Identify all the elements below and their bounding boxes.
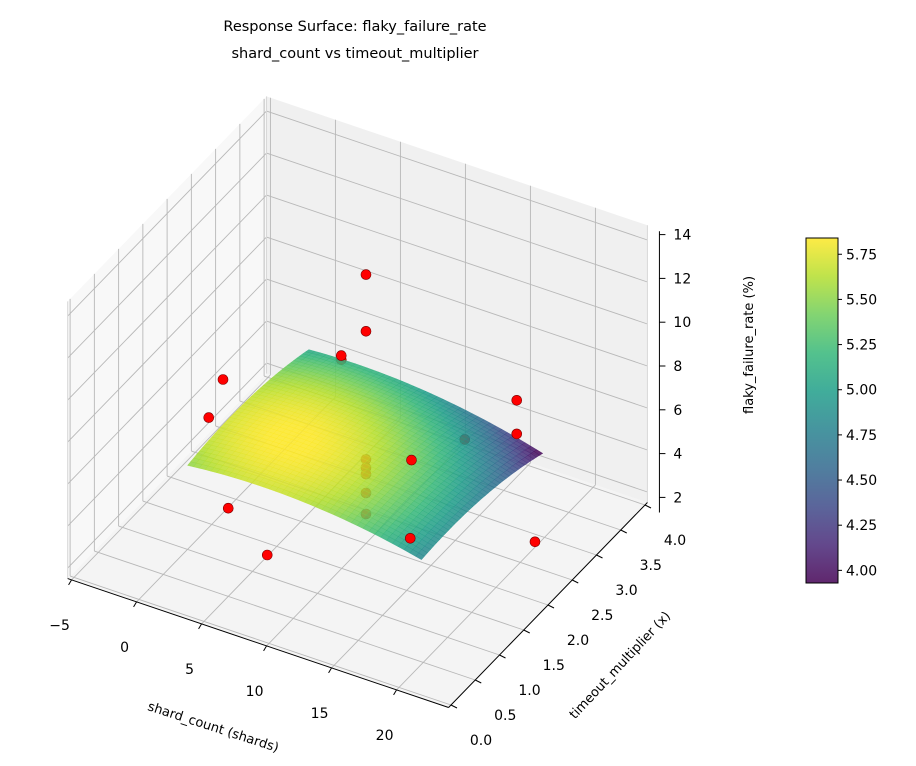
points-front — [203, 269, 541, 561]
y-tick-label: 0.5 — [494, 708, 516, 724]
y-tick — [620, 529, 627, 534]
z-tick-label: 6 — [673, 403, 682, 419]
data-point — [217, 374, 229, 385]
z-tick-label: 8 — [673, 359, 682, 375]
data-point — [529, 536, 541, 548]
y-tick-label: 1.0 — [518, 683, 540, 699]
data-point — [404, 532, 416, 544]
grid-line-z — [67, 278, 267, 485]
x-tick — [198, 623, 203, 630]
z-tick-label: 10 — [673, 315, 691, 331]
grid-line-y — [142, 500, 524, 631]
y-tick — [644, 504, 652, 509]
grid-line-z — [67, 152, 267, 359]
data-point — [222, 502, 234, 514]
grid-line-z — [266, 236, 648, 367]
z-tick-label: 4 — [673, 447, 682, 463]
data-point — [360, 325, 372, 337]
y-tick-label: 1.5 — [543, 658, 565, 674]
x-tick-label: 0 — [120, 640, 129, 656]
data-point — [261, 549, 273, 561]
grid-line-z — [67, 362, 267, 569]
colorbar-tick-label: 4.75 — [846, 428, 877, 444]
grid-line-z — [266, 194, 648, 325]
x-tick — [393, 689, 398, 696]
surface-patch — [415, 552, 425, 560]
grid-line-z — [67, 236, 267, 443]
data-point — [511, 394, 523, 406]
data-point — [360, 269, 372, 280]
z-tick-label: 2 — [673, 490, 682, 506]
grid-line-z — [266, 152, 648, 283]
colorbar-tick-label: 5.00 — [846, 383, 877, 399]
colorbar-tick-label: 5.50 — [846, 292, 877, 308]
y-tick-label: 3.5 — [640, 558, 662, 574]
y-tick-label: 4.0 — [664, 533, 686, 549]
x-tick — [328, 667, 333, 674]
x-tick — [68, 579, 73, 586]
z-tick-label: 14 — [673, 228, 691, 244]
y-tick — [572, 579, 579, 584]
y-tick — [523, 629, 530, 634]
z-axis-label: flaky_failure_rate (%) — [742, 276, 757, 414]
chart-subtitle: shard_count vs timeout_multiplier — [231, 46, 478, 62]
x-tick — [263, 645, 268, 652]
x-tick — [133, 601, 138, 608]
axes: −5 0 5 10 15 20 0.00.51.01.52.02.53.03.54.0 2 4 6… — [49, 228, 691, 749]
grid-line-z — [266, 278, 648, 409]
grid-line-z — [266, 110, 648, 241]
data-point — [511, 428, 523, 440]
data-point — [335, 350, 347, 361]
y-axis-label: timeout_multiplier (x) — [567, 609, 674, 722]
x-axis-line — [67, 578, 449, 708]
data-point — [406, 454, 417, 466]
grid-line-y — [94, 550, 476, 681]
response-surface — [187, 349, 544, 560]
colorbar-tick-label: 4.25 — [846, 518, 877, 534]
colorbar-gradient — [805, 237, 839, 584]
y-tick — [450, 704, 458, 709]
grid-line-y — [69, 575, 452, 706]
colorbar-tick-label: 4.50 — [846, 473, 877, 489]
grid-line-y — [166, 475, 549, 606]
x-tick-label: 10 — [246, 684, 264, 700]
data-point — [203, 412, 215, 423]
y-tick-label: 0.0 — [470, 733, 492, 749]
colorbar-tick-label: 5.25 — [846, 338, 877, 354]
colorbar: 4.00 4.25 4.50 4.75 5.00 5.25 5.50 5.75 — [805, 237, 877, 584]
grid-line-z — [266, 320, 648, 451]
y-tick — [475, 679, 482, 684]
y-tick — [547, 604, 555, 609]
grid-line-z — [67, 320, 267, 527]
grid-line-z — [67, 110, 267, 317]
y-tick-label: 2.5 — [591, 608, 613, 624]
z-tick-label: 12 — [673, 271, 691, 287]
colorbar-tick-label: 5.75 — [846, 247, 877, 263]
chart-title: Response Surface: flaky_failure_rate — [223, 19, 486, 35]
y-tick-label: 2.0 — [567, 633, 589, 649]
grid-line-y — [118, 525, 500, 656]
x-tick-label: 5 — [185, 662, 194, 678]
x-tick-label: −5 — [49, 618, 70, 634]
x-axis-label: shard_count (shards) — [146, 699, 281, 756]
x-tick-label: 20 — [376, 728, 394, 744]
y-tick-label: 3.0 — [615, 583, 637, 599]
y-tick — [499, 654, 506, 659]
x-tick-label: 15 — [311, 706, 329, 722]
grid-line-z — [67, 194, 267, 401]
colorbar-tick-label: 4.00 — [846, 563, 877, 579]
y-tick — [596, 554, 603, 559]
